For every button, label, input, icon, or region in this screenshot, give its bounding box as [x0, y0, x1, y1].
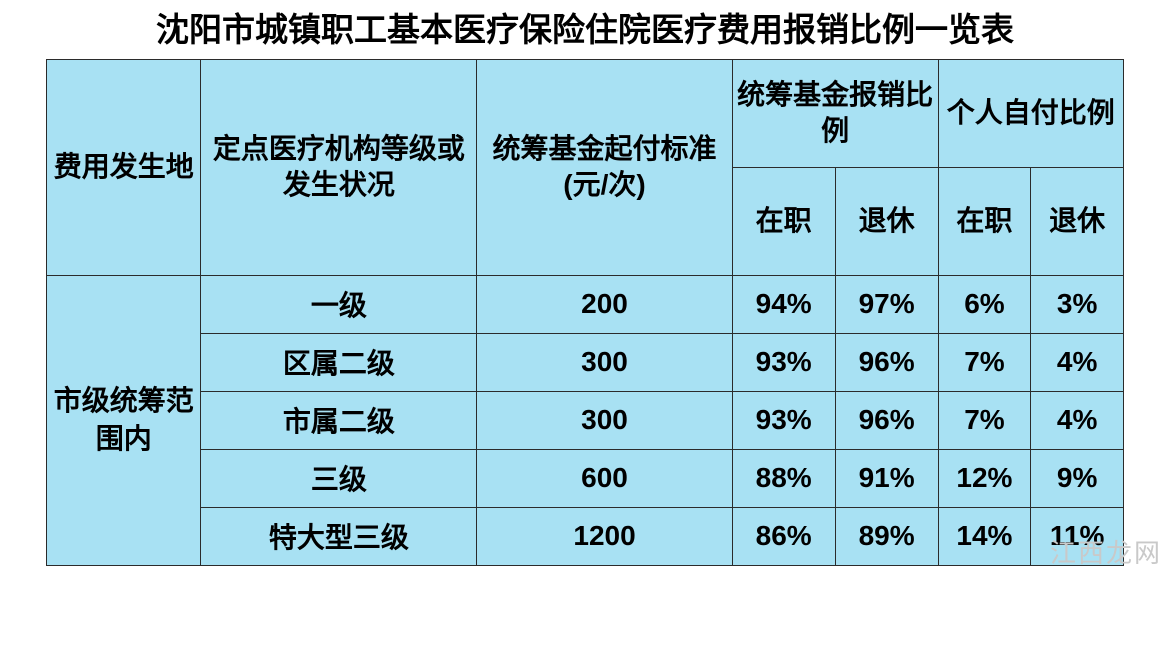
cell-fund-on: 93% [732, 391, 835, 449]
cell-deductible: 600 [477, 449, 732, 507]
cell-fund-on: 93% [732, 333, 835, 391]
th-fund-on: 在职 [732, 167, 835, 275]
cell-location: 市级统筹范围内 [47, 275, 201, 565]
cell-fund-on: 94% [732, 275, 835, 333]
table-row: 市级统筹范围内一级20094%97%6%3% [47, 275, 1124, 333]
cell-self-ret: 9% [1031, 449, 1124, 507]
page-title: 沈阳市城镇职工基本医疗保险住院医疗费用报销比例一览表 [0, 0, 1170, 53]
th-location: 费用发生地 [47, 59, 201, 275]
cell-deductible: 300 [477, 391, 732, 449]
table-container: 费用发生地 定点医疗机构等级或发生状况 统筹基金起付标准(元/次) 统筹基金报销… [46, 59, 1124, 566]
cell-fund-on: 88% [732, 449, 835, 507]
cell-self-ret: 4% [1031, 391, 1124, 449]
cell-deductible: 200 [477, 275, 732, 333]
th-fund-group: 统筹基金报销比例 [732, 59, 938, 167]
cell-fund-ret: 96% [835, 333, 938, 391]
cell-fund-ret: 91% [835, 449, 938, 507]
cell-self-ret: 3% [1031, 275, 1124, 333]
th-deductible: 统筹基金起付标准(元/次) [477, 59, 732, 275]
table-row: 三级60088%91%12%9% [47, 449, 1124, 507]
watermark-text: 江西龙网 [1050, 533, 1162, 570]
th-self-on: 在职 [938, 167, 1031, 275]
cell-fund-ret: 97% [835, 275, 938, 333]
cell-fund-ret: 96% [835, 391, 938, 449]
cell-self-on: 12% [938, 449, 1031, 507]
cell-self-on: 14% [938, 507, 1031, 565]
cell-level: 市属二级 [201, 391, 477, 449]
cell-deductible: 300 [477, 333, 732, 391]
cell-level: 区属二级 [201, 333, 477, 391]
cell-level: 特大型三级 [201, 507, 477, 565]
cell-fund-on: 86% [732, 507, 835, 565]
cell-self-on: 7% [938, 391, 1031, 449]
table-body: 市级统筹范围内一级20094%97%6%3%区属二级30093%96%7%4%市… [47, 275, 1124, 565]
cell-level: 一级 [201, 275, 477, 333]
cell-self-on: 6% [938, 275, 1031, 333]
table-row: 市属二级30093%96%7%4% [47, 391, 1124, 449]
document-canvas: { "title": "沈阳市城镇职工基本医疗保险住院医疗费用报销比例一览表",… [0, 0, 1170, 660]
table-head: 费用发生地 定点医疗机构等级或发生状况 统筹基金起付标准(元/次) 统筹基金报销… [47, 59, 1124, 275]
cell-self-ret: 4% [1031, 333, 1124, 391]
cell-level: 三级 [201, 449, 477, 507]
cell-fund-ret: 89% [835, 507, 938, 565]
table-row: 特大型三级120086%89%14%11% [47, 507, 1124, 565]
cell-self-on: 7% [938, 333, 1031, 391]
cell-deductible: 1200 [477, 507, 732, 565]
th-institution: 定点医疗机构等级或发生状况 [201, 59, 477, 275]
th-fund-ret: 退休 [835, 167, 938, 275]
th-self-ret: 退休 [1031, 167, 1124, 275]
reimbursement-table: 费用发生地 定点医疗机构等级或发生状况 统筹基金起付标准(元/次) 统筹基金报销… [46, 59, 1124, 566]
th-self-group: 个人自付比例 [938, 59, 1123, 167]
table-header-row-1: 费用发生地 定点医疗机构等级或发生状况 统筹基金起付标准(元/次) 统筹基金报销… [47, 59, 1124, 167]
table-row: 区属二级30093%96%7%4% [47, 333, 1124, 391]
